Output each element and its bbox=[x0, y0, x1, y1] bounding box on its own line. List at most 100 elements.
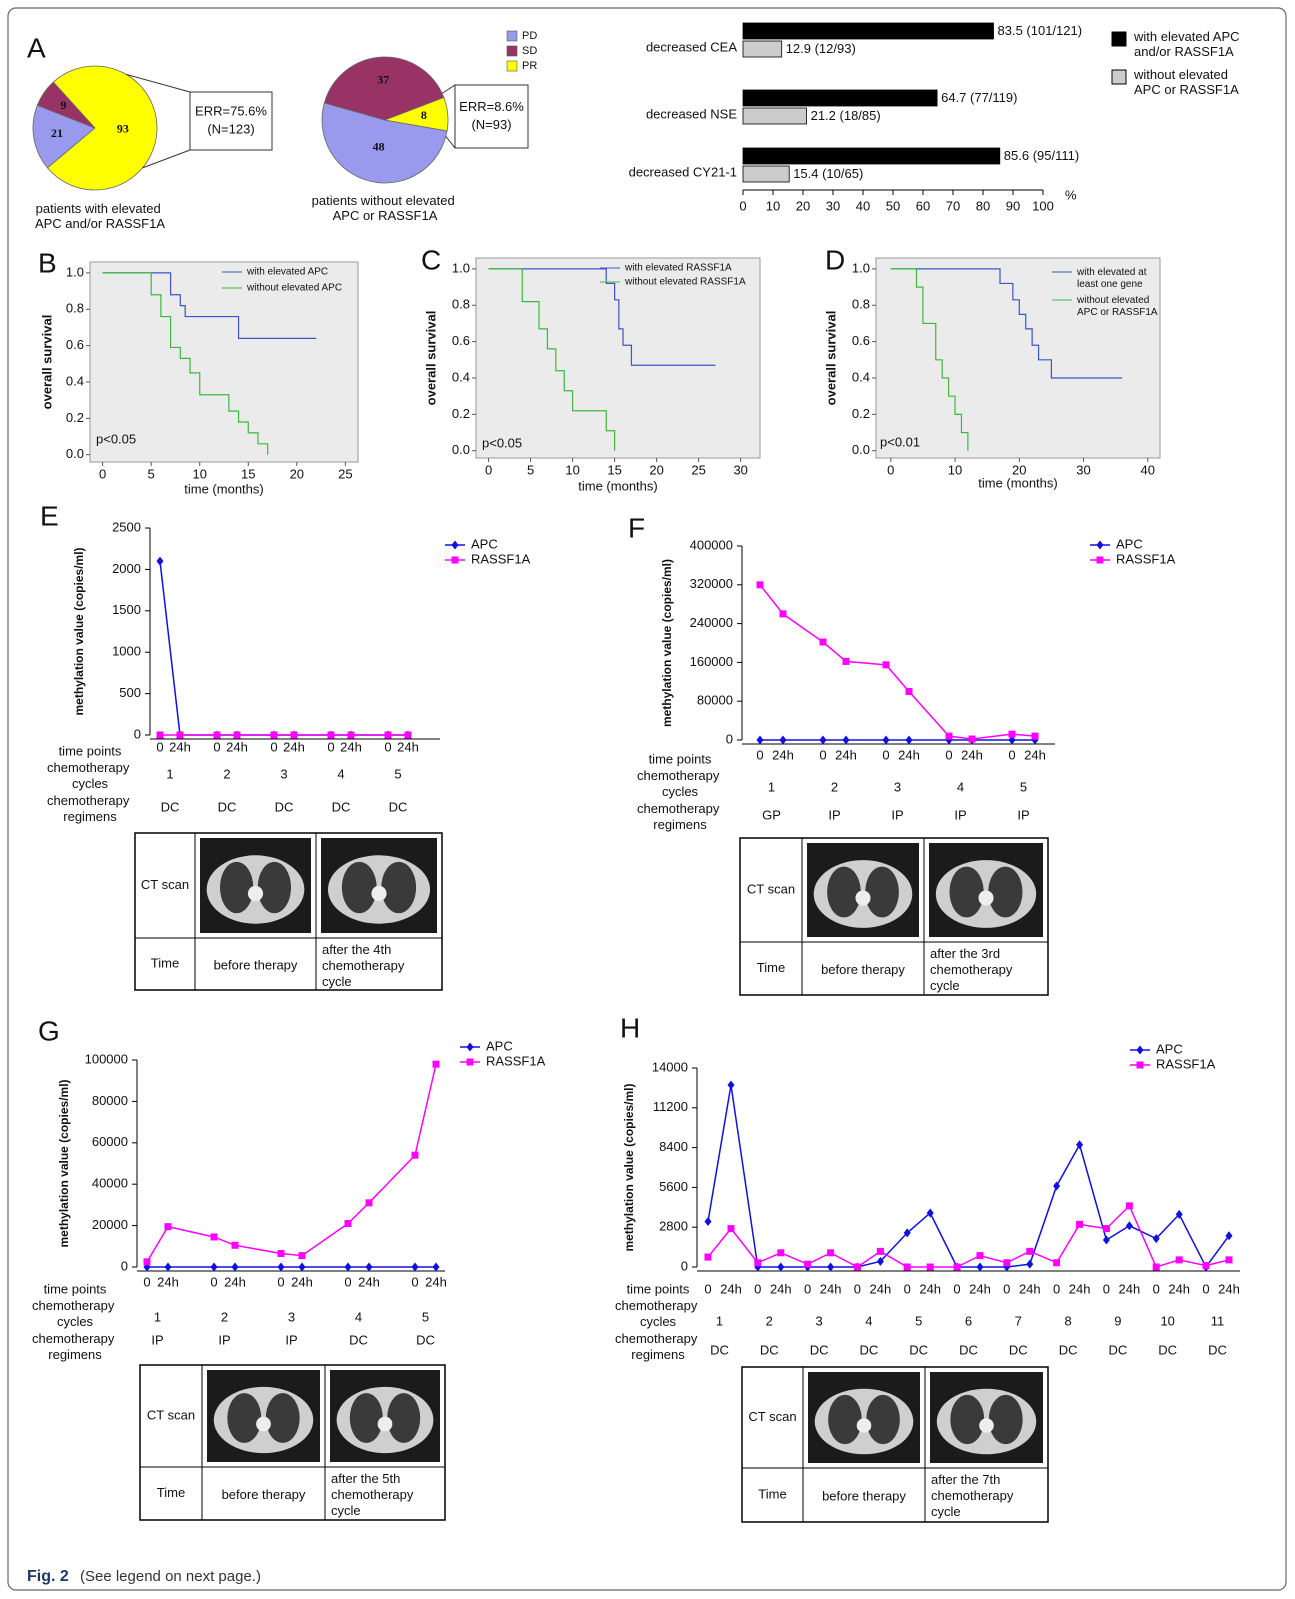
x-tick-label: 15 bbox=[241, 466, 255, 481]
series-line bbox=[760, 585, 1035, 739]
cycle-label: 1 bbox=[166, 766, 173, 781]
marker bbox=[906, 736, 913, 745]
y-tick-label: 0 bbox=[726, 731, 733, 746]
regimen-label: DC bbox=[1158, 1342, 1177, 1357]
caption-label: Fig. 2 bbox=[27, 1568, 69, 1585]
panel-letter: A bbox=[27, 32, 46, 63]
y-tick-label: 0.0 bbox=[852, 442, 870, 457]
y-tick-label: 1.0 bbox=[852, 260, 870, 275]
x-unit: % bbox=[1065, 187, 1077, 202]
cycle-label: 6 bbox=[965, 1313, 972, 1328]
marker bbox=[1203, 1262, 1210, 1269]
row-label: time points bbox=[59, 743, 122, 758]
value-label: 21.2 (18/85) bbox=[811, 108, 881, 123]
figure: Fig. 2 (See legend on next page.) A21993… bbox=[0, 0, 1295, 1599]
marker bbox=[883, 661, 890, 668]
x-tick-label: 30 bbox=[1076, 462, 1090, 477]
regimen-label: IP bbox=[954, 807, 966, 822]
marker bbox=[412, 1152, 419, 1159]
series-line bbox=[708, 1085, 1229, 1267]
ct-time: before therapy bbox=[821, 962, 905, 977]
regimen-label: DC bbox=[959, 1342, 978, 1357]
x-tick-label: 15 bbox=[607, 462, 621, 477]
marker bbox=[877, 1248, 884, 1255]
regimen-label: IP bbox=[828, 807, 840, 822]
marker bbox=[728, 1081, 735, 1090]
x-tick-label: 20 bbox=[796, 198, 810, 213]
y-tick-label: 14000 bbox=[652, 1059, 688, 1074]
value-label: 15.4 (10/65) bbox=[793, 166, 863, 181]
marker bbox=[165, 1263, 172, 1272]
y-axis-label: methylation value (copies/ml) bbox=[660, 559, 674, 727]
time-point-label: 24h bbox=[1024, 747, 1046, 762]
cycle-label: 11 bbox=[1211, 1313, 1225, 1328]
text-line: least one gene bbox=[1077, 279, 1143, 290]
x-tick-label: 0 bbox=[739, 198, 746, 213]
marker bbox=[1026, 1260, 1033, 1269]
marker bbox=[854, 1264, 861, 1271]
time-point-label: 0 bbox=[804, 1281, 811, 1296]
marker bbox=[754, 1259, 761, 1266]
annotation: (N=123) bbox=[207, 121, 254, 136]
annotation: p<0.05 bbox=[482, 435, 522, 450]
y-tick-label: 320000 bbox=[690, 576, 733, 591]
y-tick-label: 160000 bbox=[690, 654, 733, 669]
row-label: chemotherapy regimens bbox=[615, 1331, 701, 1362]
legend-label: APC bbox=[486, 1038, 513, 1053]
x-tick-label: 30 bbox=[733, 462, 747, 477]
time-point-label: 24h bbox=[820, 1281, 842, 1296]
marker bbox=[1097, 557, 1104, 564]
x-tick-label: 10 bbox=[766, 198, 780, 213]
y-tick-label: 0.0 bbox=[452, 442, 470, 457]
text-line: cycles bbox=[662, 784, 699, 799]
marker bbox=[1026, 1248, 1033, 1255]
time-point-label: 24h bbox=[720, 1281, 742, 1296]
y-tick-label: 0.6 bbox=[452, 333, 470, 348]
time-point-label: 0 bbox=[411, 1274, 418, 1289]
marker bbox=[927, 1264, 934, 1271]
x-axis-label: time (months) bbox=[978, 475, 1057, 490]
cycle-label: 2 bbox=[221, 1309, 228, 1324]
legend-swatch bbox=[507, 31, 517, 41]
time-point-label: 0 bbox=[756, 747, 763, 762]
time-point-label: 0 bbox=[945, 747, 952, 762]
text-line: APC or RASSF1A bbox=[333, 208, 438, 223]
cycle-label: 2 bbox=[223, 766, 230, 781]
value-label: 64.7 (77/119) bbox=[941, 90, 1017, 105]
ct-lung bbox=[866, 1395, 900, 1444]
panel-letter: C bbox=[421, 244, 441, 275]
marker bbox=[452, 557, 459, 564]
y-tick-label: 2800 bbox=[659, 1219, 688, 1234]
ct-heart bbox=[978, 890, 993, 905]
time-point-label: 0 bbox=[270, 739, 277, 754]
ct-lung bbox=[988, 867, 1022, 918]
ct-lung bbox=[227, 1393, 261, 1443]
text-line: chemotherapy bbox=[615, 1298, 701, 1313]
ct-row-label: Time bbox=[157, 1485, 185, 1500]
marker bbox=[211, 1233, 218, 1240]
row-label: time points bbox=[44, 1281, 107, 1296]
y-tick-label: 0.6 bbox=[66, 337, 84, 352]
text-line: APC or RASSF1A bbox=[1077, 307, 1158, 318]
annotation: ERR=75.6% bbox=[195, 103, 267, 118]
text-line: after the 7th bbox=[931, 1472, 1004, 1487]
x-tick-label: 0 bbox=[485, 462, 492, 477]
page: {"caption": {"label": "Fig. 2", "text": … bbox=[0, 0, 1295, 1599]
time-point-label: 0 bbox=[344, 1274, 351, 1289]
time-point-label: 24h bbox=[1218, 1281, 1240, 1296]
slice-label: 9 bbox=[60, 98, 66, 112]
marker bbox=[757, 736, 764, 745]
text-line: cycle bbox=[322, 974, 352, 989]
y-tick-label: 40000 bbox=[92, 1176, 128, 1191]
x-tick-label: 20 bbox=[290, 466, 304, 481]
legend-swatch bbox=[507, 46, 517, 56]
marker bbox=[412, 1263, 419, 1272]
text-line: and/or RASSF1A bbox=[1134, 44, 1234, 59]
time-point-label: 0 bbox=[143, 1274, 150, 1289]
regimen-label: DC bbox=[161, 799, 180, 814]
time-point-label: 0 bbox=[213, 739, 220, 754]
marker bbox=[165, 1223, 172, 1230]
legend-label: with elevated APC bbox=[246, 267, 328, 278]
marker bbox=[827, 1263, 834, 1272]
slice-label: 37 bbox=[377, 73, 389, 87]
